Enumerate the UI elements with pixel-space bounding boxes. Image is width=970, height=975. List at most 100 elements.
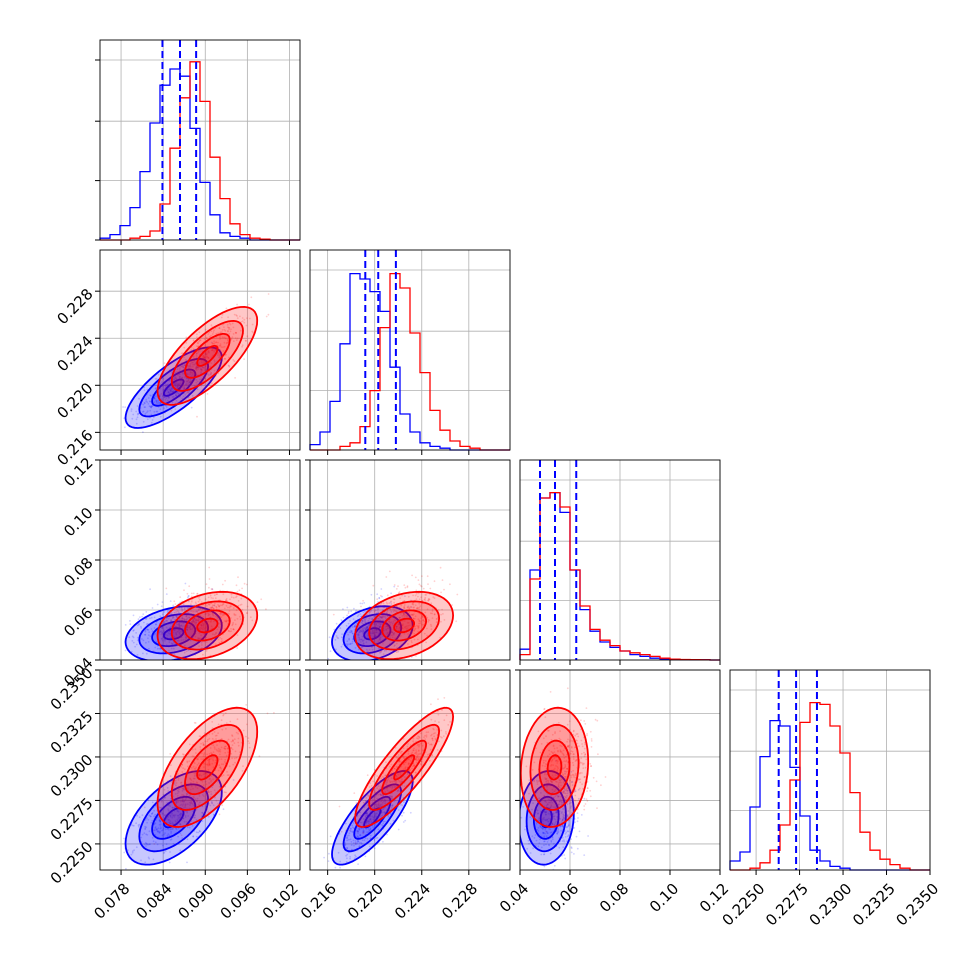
sample-point <box>333 614 335 616</box>
sample-point <box>449 583 451 585</box>
sample-point <box>440 567 442 569</box>
sample-point <box>102 879 104 881</box>
sample-point <box>573 853 575 855</box>
sample-point <box>371 594 373 596</box>
sample-point <box>343 617 345 619</box>
sample-point <box>339 867 341 869</box>
sample-point <box>191 593 193 595</box>
sample-point <box>581 814 583 816</box>
sample-point <box>394 584 396 586</box>
sample-point <box>173 600 175 602</box>
sample-point <box>149 588 151 590</box>
sample-point <box>166 593 168 595</box>
sample-point <box>328 853 330 855</box>
sample-point <box>367 774 369 776</box>
sample-point <box>250 296 252 298</box>
sample-point <box>165 588 167 590</box>
sample-point <box>403 584 405 586</box>
sample-point <box>335 867 337 869</box>
sample-point <box>353 792 355 794</box>
sample-point <box>142 431 144 433</box>
sample-point <box>241 588 243 590</box>
sample-point <box>148 873 150 875</box>
sample-point <box>336 623 338 625</box>
sample-point <box>401 815 403 817</box>
sample-point <box>141 616 143 618</box>
sample-point <box>266 316 268 318</box>
sample-point <box>382 841 384 843</box>
panel-content <box>102 704 275 883</box>
sample-point <box>330 650 332 652</box>
sample-point <box>586 733 588 735</box>
sample-point <box>421 575 423 577</box>
sample-point <box>544 876 546 878</box>
sample-point <box>586 707 588 709</box>
sample-point <box>164 362 166 364</box>
sample-point <box>574 821 576 823</box>
sample-point <box>125 624 127 626</box>
sample-point <box>122 406 124 408</box>
sample-point <box>415 577 417 579</box>
sample-point <box>327 658 329 660</box>
sample-point <box>175 603 177 605</box>
sample-point <box>365 856 367 858</box>
sample-point <box>206 583 208 585</box>
sample-point <box>405 587 407 589</box>
sample-point <box>267 713 269 715</box>
sample-point <box>429 588 431 590</box>
sample-point <box>142 613 144 615</box>
sample-point <box>564 858 566 860</box>
sample-point <box>583 854 585 856</box>
sample-point <box>268 293 270 295</box>
sample-point <box>152 607 154 609</box>
sample-point <box>209 578 211 580</box>
sample-point <box>222 584 224 586</box>
sample-point <box>212 588 214 590</box>
sample-point <box>124 406 126 408</box>
sample-point <box>430 703 432 705</box>
sample-point <box>579 831 581 833</box>
sample-point <box>237 576 239 578</box>
sample-point <box>207 393 209 395</box>
sample-point <box>339 806 341 808</box>
sample-point <box>342 608 344 610</box>
sample-point <box>145 876 147 878</box>
sample-point <box>169 753 171 755</box>
sample-point <box>397 585 399 587</box>
sample-point <box>236 647 238 649</box>
sample-point <box>456 594 458 596</box>
sample-point <box>187 595 189 597</box>
sample-point <box>427 575 429 577</box>
sample-point <box>419 584 421 586</box>
sample-point <box>329 636 331 638</box>
sample-point <box>224 580 226 582</box>
sample-point <box>133 615 135 617</box>
sample-point <box>583 720 585 722</box>
sample-point <box>129 620 131 622</box>
sample-point <box>403 821 405 823</box>
sample-point <box>590 731 592 733</box>
sample-point <box>427 583 429 585</box>
sample-point <box>221 804 223 806</box>
sample-point <box>125 650 127 652</box>
sample-point <box>539 878 541 880</box>
sample-point <box>239 589 241 591</box>
sample-point <box>362 600 364 602</box>
sample-point <box>407 586 409 588</box>
sample-point <box>244 583 246 585</box>
sample-point <box>410 812 412 814</box>
sample-point <box>145 611 147 613</box>
sample-point <box>577 812 579 814</box>
sample-point <box>139 616 141 618</box>
sample-point <box>161 605 163 607</box>
sample-point <box>245 704 247 706</box>
sample-point <box>185 583 187 585</box>
sample-point <box>183 589 185 591</box>
sample-point <box>387 594 389 596</box>
sample-point <box>348 611 350 613</box>
sample-point <box>124 426 126 428</box>
sample-point <box>380 595 382 597</box>
sample-point <box>237 591 239 593</box>
sample-point <box>360 606 362 608</box>
